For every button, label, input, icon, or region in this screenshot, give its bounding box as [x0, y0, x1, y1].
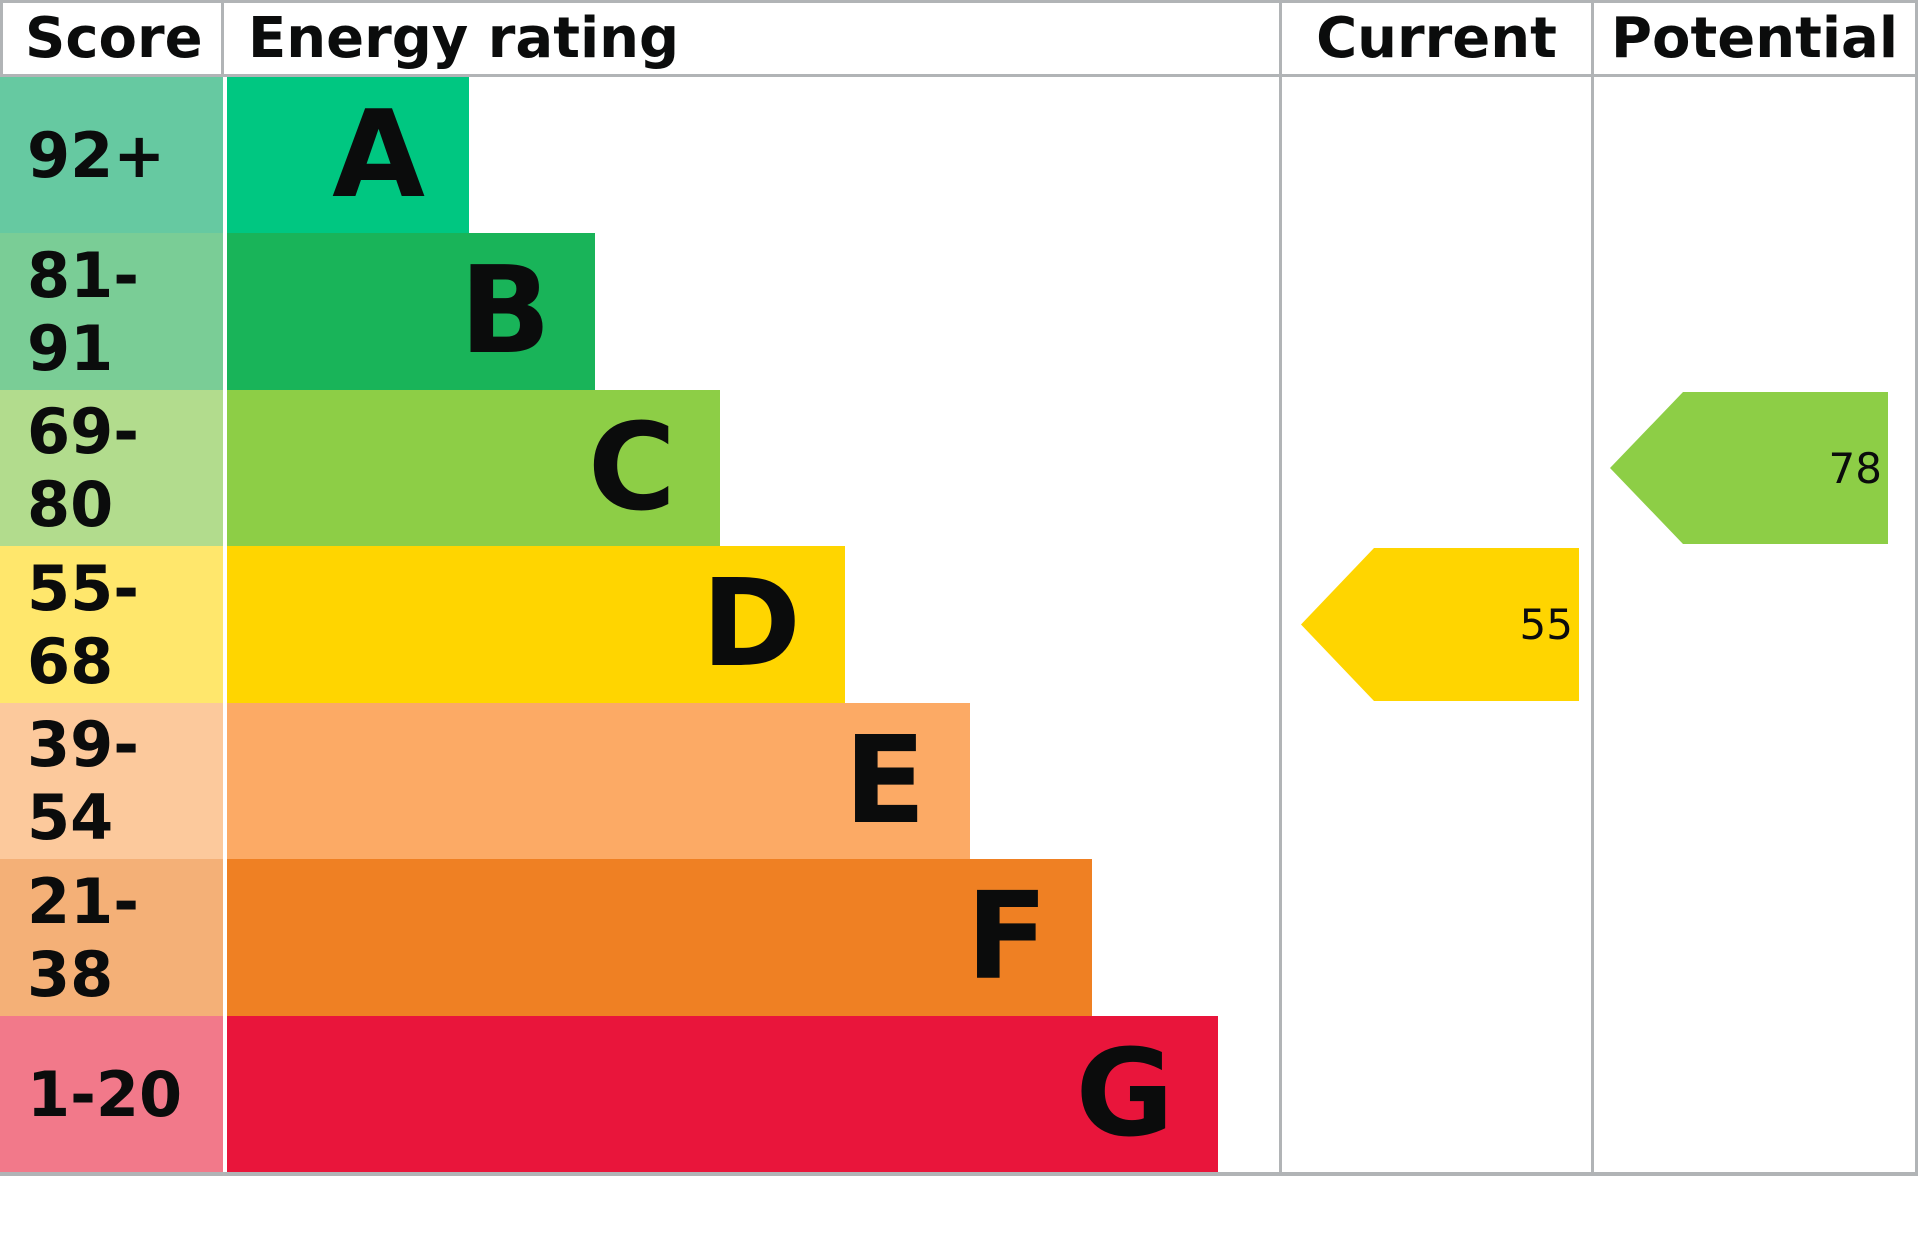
current-potential-divider	[1591, 0, 1594, 1176]
current-rating-arrow: 55	[1301, 548, 1579, 701]
band-letter: G	[1075, 1024, 1175, 1164]
band-letter: C	[587, 398, 676, 538]
current-rating-arrow-value: 55	[1519, 600, 1573, 649]
energy-band-bar-f: F	[227, 859, 1092, 1016]
energy-band-bar-b: B	[227, 233, 595, 390]
score-range-label: 21-38	[27, 864, 140, 1011]
energy-band-bar-c: C	[227, 390, 720, 546]
energy-band-bar-a: A	[227, 77, 469, 233]
energy-band-bar-g: G	[227, 1016, 1218, 1172]
header-bottom-border	[0, 74, 1918, 77]
score-range-cell-d: 55-68	[0, 546, 223, 703]
band-row-d: 55-68 D	[0, 546, 1280, 703]
band-row-c: 69-80 C	[0, 390, 1280, 546]
score-range-label: 69-80	[27, 395, 140, 541]
score-range-label: 81-91	[27, 238, 140, 385]
score-range-label: 92+	[27, 118, 166, 192]
potential-rating-arrow-value: 78	[1828, 443, 1882, 493]
score-column-header: Score	[25, 6, 203, 71]
header-left-border	[0, 0, 3, 77]
score-range-cell-c: 69-80	[0, 390, 223, 546]
table-right-border	[1915, 0, 1918, 1176]
table-top-border	[0, 0, 1918, 3]
band-row-e: 39-54 E	[0, 703, 1280, 859]
band-row-b: 81-91 B	[0, 233, 1280, 390]
score-range-label: 55-68	[27, 551, 140, 698]
current-column-left-border	[1279, 0, 1282, 1176]
energy-rating-column-header: Energy rating	[248, 6, 680, 71]
score-range-cell-g: 1-20	[0, 1016, 223, 1172]
band-row-g: 1-20 G	[0, 1016, 1280, 1172]
band-row-a: 92+ A	[0, 77, 1280, 233]
band-letter: D	[701, 555, 801, 694]
potential-rating-arrow: 78	[1610, 392, 1888, 544]
score-range-cell-f: 21-38	[0, 859, 223, 1016]
band-letter: E	[844, 711, 926, 851]
score-range-label: 39-54	[27, 708, 140, 854]
score-range-label: 1-20	[27, 1057, 183, 1131]
current-column-header: Current	[1316, 6, 1557, 71]
energy-band-bar-e: E	[227, 703, 970, 859]
band-letter: B	[459, 242, 551, 381]
score-range-cell-b: 81-91	[0, 233, 223, 390]
potential-column-header: Potential	[1610, 6, 1899, 71]
score-header-divider	[221, 0, 224, 77]
band-letter: F	[966, 868, 1048, 1007]
band-row-f: 21-38 F	[0, 859, 1280, 1016]
score-range-cell-a: 92+	[0, 77, 223, 233]
band-letter: A	[332, 85, 425, 225]
energy-band-bar-d: D	[227, 546, 845, 703]
table-bottom-border	[0, 1172, 1918, 1176]
score-range-cell-e: 39-54	[0, 703, 223, 859]
